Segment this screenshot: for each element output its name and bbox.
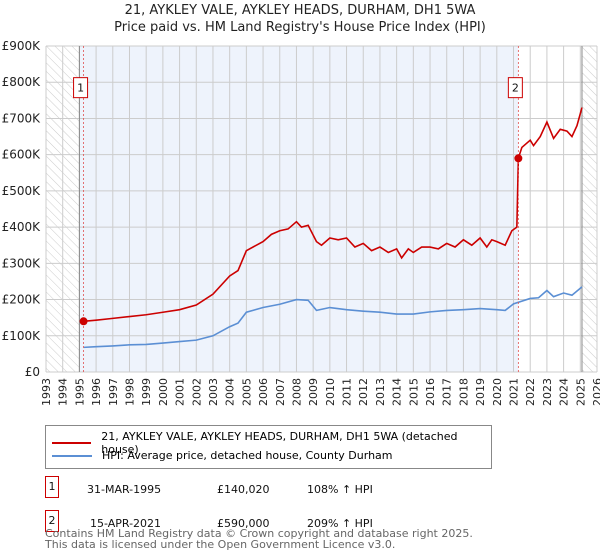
transaction-price: £140,020: [217, 483, 270, 496]
sale-point: [514, 154, 523, 163]
transaction-badge: 2: [45, 510, 59, 532]
x-tick-label: 2023: [541, 378, 554, 406]
chart-title: 21, AYKLEY VALE, AYKLEY HEADS, DURHAM, D…: [124, 3, 476, 18]
sale-point: [79, 317, 88, 326]
transaction-badge: 1: [45, 476, 59, 498]
sale-label-box: [73, 77, 89, 99]
x-tick-label: 2010: [324, 378, 337, 406]
x-tick-label: 2001: [174, 378, 187, 406]
x-tick-label: 2020: [491, 378, 504, 406]
x-tick-label: 2024: [558, 378, 571, 406]
x-tick-label: 2005: [240, 378, 253, 406]
footer-line1: Contains HM Land Registry data © Crown c…: [45, 527, 473, 540]
x-tick-label: 2009: [307, 378, 320, 406]
sale-label-box: [507, 77, 523, 99]
hatched-region-right: [581, 46, 597, 372]
x-tick-label: 2026: [591, 378, 600, 406]
x-tick-label: 2008: [290, 378, 303, 406]
transaction-hpi: 209% ↑ HPI: [307, 517, 373, 530]
legend: 21, AYKLEY VALE, AYKLEY HEADS, DURHAM, D…: [45, 425, 492, 469]
x-tick-label: 2017: [441, 378, 454, 406]
legend-blue-line: [52, 454, 92, 457]
legend-property: 21, AYKLEY VALE, AYKLEY HEADS, DURHAM, D…: [101, 430, 458, 456]
x-tick-label: 2015: [407, 378, 420, 406]
x-tick-label: 1997: [107, 378, 120, 406]
footer: Contains HM Land Registry data © Crown c…: [45, 528, 473, 550]
hpi-line: [83, 286, 583, 349]
property-price-line: [83, 107, 583, 323]
x-tick-label: 2003: [207, 378, 220, 406]
transaction-hpi: 108% ↑ HPI: [307, 483, 373, 496]
y-tick-label: £200K: [2, 293, 42, 307]
x-tick-label: 2006: [257, 378, 270, 406]
transaction-date: 31-MAR-1995: [87, 483, 162, 496]
x-tick-label: 2025: [574, 378, 587, 406]
y-tick-label: £600K: [2, 148, 42, 162]
chart-subtitle: Price paid vs. HM Land Registry's House …: [114, 20, 486, 35]
x-tick-label: 2007: [274, 378, 287, 406]
y-tick-label: £900K: [2, 39, 42, 53]
footer-line2: This data is licensed under the Open Gov…: [45, 538, 396, 551]
y-tick-label: £300K: [2, 256, 42, 270]
y-tick-label: £400K: [2, 220, 42, 234]
y-tick-label: £100K: [2, 329, 42, 343]
x-tick-label: 2012: [357, 378, 370, 406]
price-chart: 1993 1994 1995 1996 1997 1998 1999 2000 2001 2002…: [2, 39, 600, 406]
x-tick-label: 1993: [40, 378, 53, 406]
transaction-price: £590,000: [217, 517, 270, 530]
y-tick-label: £0: [25, 365, 40, 379]
x-tick-label: 1994: [57, 378, 70, 406]
x-tick-label: 2019: [474, 378, 487, 406]
y-tick-label: £800K: [2, 75, 42, 89]
x-tick-label: 1998: [123, 378, 136, 406]
x-tick-label: 2014: [391, 378, 404, 406]
legend-red-line: [52, 442, 92, 444]
legend-hpi: HPI: Average price, detached house, Coun…: [102, 449, 393, 462]
shaded-period: [79, 46, 519, 372]
x-tick-label: 2002: [190, 378, 203, 406]
x-tick-label: 2022: [524, 378, 537, 406]
x-tick-label: 2018: [457, 378, 470, 406]
sale-label: 2: [512, 82, 519, 95]
x-tick-label: 2013: [374, 378, 387, 406]
x-tick-label: 1996: [90, 378, 103, 406]
y-tick-label: £700K: [2, 111, 42, 125]
x-tick-label: 1999: [140, 378, 153, 406]
x-tick-label: 2000: [157, 378, 170, 406]
transaction-date: 15-APR-2021: [90, 517, 162, 530]
x-tick-label: 2004: [224, 378, 237, 406]
x-tick-label: 1995: [73, 378, 86, 406]
y-tick-label: £500K: [2, 184, 42, 198]
x-tick-label: 2021: [508, 378, 521, 406]
sale-label: 1: [77, 82, 84, 95]
x-tick-label: 2016: [424, 378, 437, 406]
x-tick-label: 2011: [341, 378, 354, 406]
